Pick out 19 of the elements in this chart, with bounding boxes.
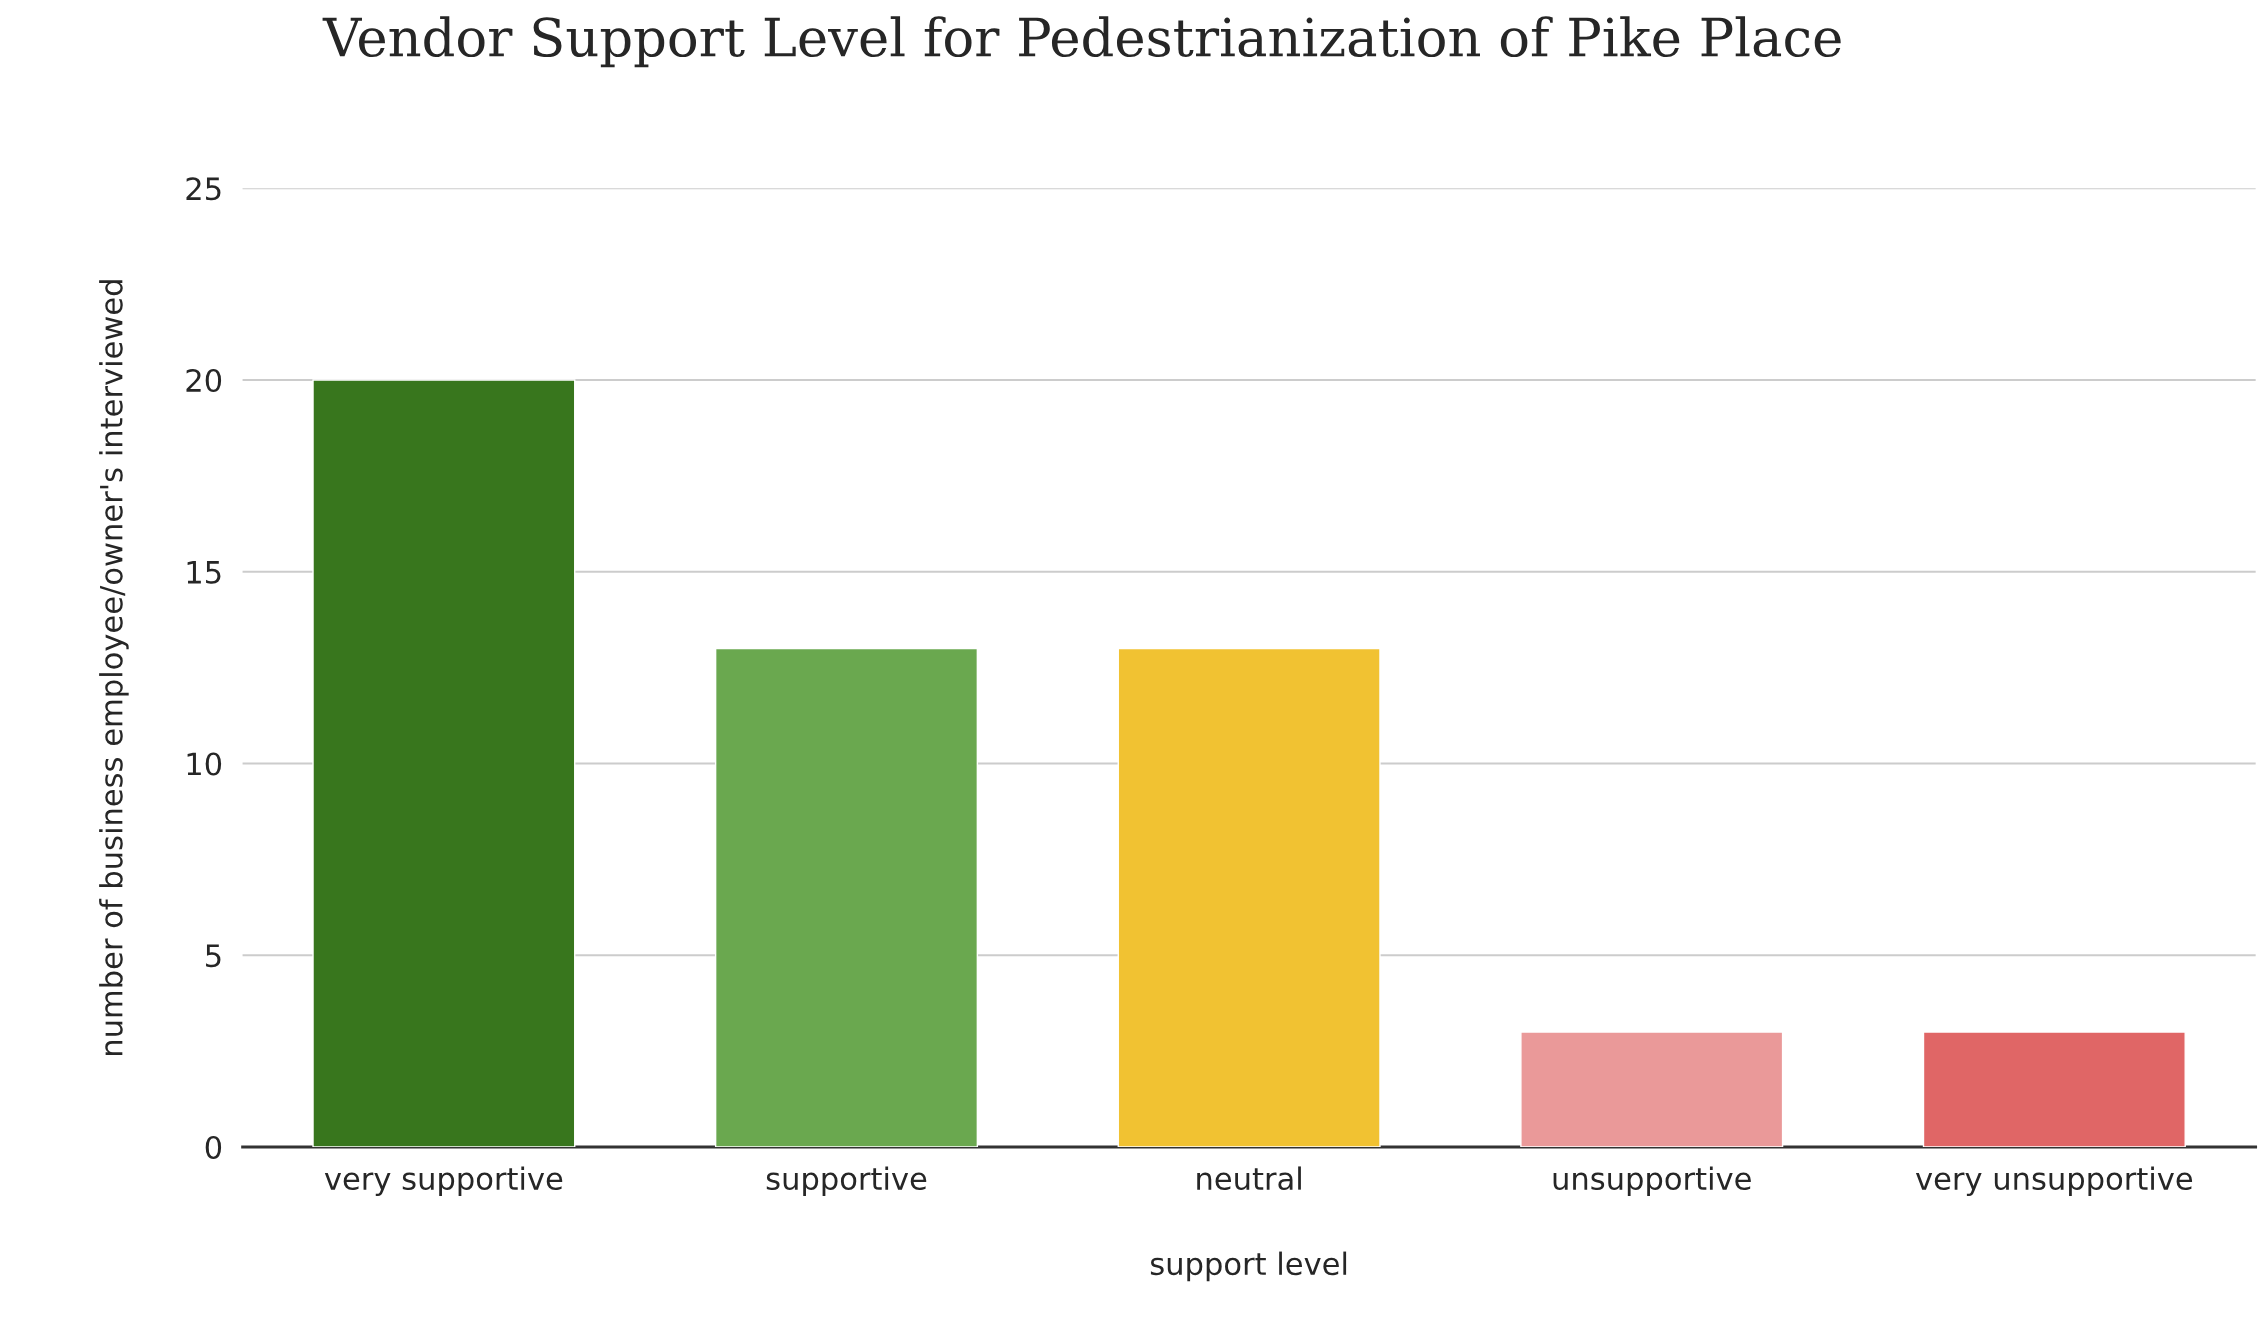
y-tick-label: 10 [187, 752, 222, 776]
y-tick-label: 5 [206, 944, 221, 968]
y-tick-label: 25 [186, 177, 221, 201]
bar [1922, 1031, 2186, 1147]
bar [1520, 1031, 1784, 1147]
bar [312, 379, 576, 1147]
y-tick-label: 20 [186, 368, 222, 393]
x-tick-label: very supportive [324, 1166, 563, 1197]
bar [714, 647, 979, 1147]
x-tick-label: neutral [1197, 1166, 1301, 1191]
y-tick-label: 15 [187, 561, 221, 584]
x-tick-label: very unsupportive [1915, 1166, 2193, 1197]
x-axis-title: support level [1150, 1251, 1347, 1282]
bar [1117, 647, 1381, 1147]
y-axis-title: number of business employee/owner's interviewed [99, 280, 129, 1056]
x-tick-label: supportive [766, 1166, 927, 1197]
y-tick-label: 0 [205, 1135, 222, 1160]
chart-title: Vendor Support Level for Pedestrianization of Pike Place [322, 16, 1841, 68]
x-tick-label: unsupportive [1553, 1166, 1751, 1197]
